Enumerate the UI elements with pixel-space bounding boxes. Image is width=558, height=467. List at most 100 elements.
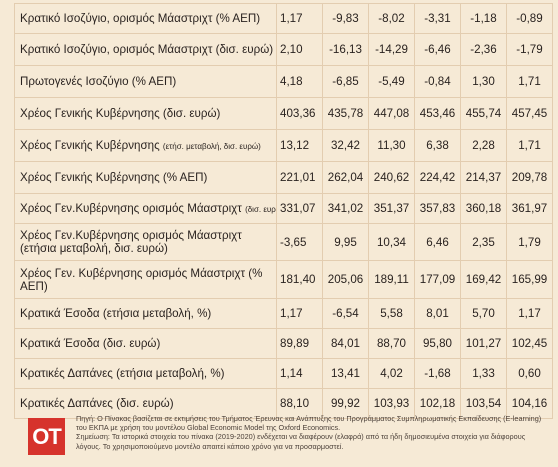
cell-value: 205,06 — [322, 260, 369, 299]
cell-value: 209,78 — [506, 161, 553, 194]
cell-value: 11,30 — [368, 129, 415, 162]
cell-value: 88,10 — [276, 388, 323, 419]
cell-value: 0,60 — [506, 358, 553, 389]
cell-value: 1,17 — [506, 298, 553, 329]
row-label: Κρατικές Δαπάνες (ετήσια μεταβολή, %) — [14, 358, 277, 389]
cell-value: 165,99 — [506, 260, 553, 299]
cell-value: -0,89 — [506, 3, 553, 34]
cell-value: -6,85 — [322, 65, 369, 98]
table-row: Χρέος Γενικής Κυβέρνησης (% ΑΕΠ) 221,01 … — [14, 161, 553, 194]
cell-value: 89,89 — [276, 328, 323, 359]
row-label: Χρέος Γενικής Κυβέρνησης (ετήσ. μεταβολή… — [14, 129, 277, 162]
row-label-unit: (δισ. ευρώ) — [245, 204, 276, 214]
cell-value: 101,27 — [460, 328, 507, 359]
table-row: Κρατικά Έσοδα (ετήσια μεταβολή, %) 1,17 … — [14, 298, 553, 329]
cell-value: -14,29 — [368, 33, 415, 66]
cell-value: -3,65 — [276, 223, 323, 261]
table-row: Χρέος Γεν.Κυβέρνησης ορισμός Μάαστριχτ (… — [14, 193, 553, 224]
cell-value: 403,36 — [276, 97, 323, 130]
cell-value: 4,02 — [368, 358, 415, 389]
cell-value: 169,42 — [460, 260, 507, 299]
row-label-main: Χρέος Γενικής Κυβέρνησης — [20, 138, 163, 152]
cell-value: 240,62 — [368, 161, 415, 194]
cell-value: 455,74 — [460, 97, 507, 130]
row-label: Χρέος Γενικής Κυβέρνησης (δισ. ευρώ) — [14, 97, 277, 130]
row-label: Κρατικό Ισοζύγιο, ορισμός Μάαστριχτ (δισ… — [14, 33, 277, 66]
cell-value: 177,09 — [414, 260, 461, 299]
table-row: Κρατικές Δαπάνες (ετήσια μεταβολή, %) 1,… — [14, 358, 553, 389]
cell-value: -8,02 — [368, 3, 415, 34]
cell-value: 447,08 — [368, 97, 415, 130]
cell-value: 84,01 — [322, 328, 369, 359]
cell-value: 357,83 — [414, 193, 461, 224]
cell-value: 5,70 — [460, 298, 507, 329]
cell-value: 1,33 — [460, 358, 507, 389]
cell-value: 1,17 — [276, 298, 323, 329]
row-label: Χρέος Γεν. Κυβέρνησης ορισμός Μάαστριχτ … — [14, 260, 277, 299]
cell-value: 9,95 — [322, 223, 369, 261]
table-footer: ΟΤ Πηγή: Ο Πίνακας βασίζεται σε εκτιμήσε… — [16, 410, 552, 466]
cell-value: 2,35 — [460, 223, 507, 261]
cell-value: -1,68 — [414, 358, 461, 389]
row-label-unit: (ετήσ. μεταβολή, δισ. ευρώ) — [162, 141, 261, 151]
cell-value: 361,97 — [506, 193, 553, 224]
cell-value: 1,71 — [506, 65, 553, 98]
disclaimer-note: Σημείωση: Τα ιστορικά στοιχεία του πίνακ… — [76, 432, 526, 451]
cell-value: 457,45 — [506, 97, 553, 130]
cell-value: 351,37 — [368, 193, 415, 224]
cell-value: -1,79 — [506, 33, 553, 66]
cell-value: 1,71 — [506, 129, 553, 162]
table-row: Χρέος Γεν.Κυβέρνησης ορισμός Μάαστριχτ (… — [14, 223, 553, 261]
cell-value: 2,10 — [276, 33, 323, 66]
row-label: Κρατικά Έσοδα (ετήσια μεταβολή, %) — [14, 298, 277, 329]
cell-value: 95,80 — [414, 328, 461, 359]
cell-value: 1,14 — [276, 358, 323, 389]
cell-value: 32,42 — [322, 129, 369, 162]
cell-value: 331,07 — [276, 193, 323, 224]
cell-value: 104,16 — [506, 388, 553, 419]
table-row: Χρέος Γενικής Κυβέρνησης (ετήσ. μεταβολή… — [14, 129, 553, 162]
fiscal-table: Κρατικό Ισοζύγιο, ορισμός Μάαστριχτ (% Α… — [14, 3, 553, 419]
row-label: Χρέος Γεν.Κυβέρνησης ορισμός Μάαστριχτ (… — [14, 193, 277, 224]
cell-value: 214,37 — [460, 161, 507, 194]
row-label: Κρατικές Δαπάνες (δισ. ευρώ) — [14, 388, 277, 419]
cell-value: 2,28 — [460, 129, 507, 162]
cell-value: 6,46 — [414, 223, 461, 261]
row-label-main: Χρέος Γεν.Κυβέρνησης ορισμός Μάαστριχτ — [20, 201, 246, 215]
cell-value: -0,84 — [414, 65, 461, 98]
cell-value: 262,04 — [322, 161, 369, 194]
source-note: Πηγή: Ο Πίνακας βασίζεται σε εκτιμήσεις … — [76, 414, 542, 433]
cell-value: 1,79 — [506, 223, 553, 261]
row-label: Χρέος Γεν.Κυβέρνησης ορισμός Μάαστριχτ (… — [14, 223, 277, 261]
cell-value: -6,46 — [414, 33, 461, 66]
cell-value: 8,01 — [414, 298, 461, 329]
row-label: Χρέος Γενικής Κυβέρνησης (% ΑΕΠ) — [14, 161, 277, 194]
cell-value: 1,17 — [276, 3, 323, 34]
table-row: Χρέος Γεν. Κυβέρνησης ορισμός Μάαστριχτ … — [14, 260, 553, 299]
ot-logo: ΟΤ — [28, 418, 65, 455]
cell-value: 181,40 — [276, 260, 323, 299]
cell-value: -6,54 — [322, 298, 369, 329]
footer-notes: Πηγή: Ο Πίνακας βασίζεται σε εκτιμήσεις … — [76, 414, 552, 451]
cell-value: 221,01 — [276, 161, 323, 194]
cell-value: 13,41 — [322, 358, 369, 389]
cell-value: 189,11 — [368, 260, 415, 299]
cell-value: -5,49 — [368, 65, 415, 98]
cell-value: 435,78 — [322, 97, 369, 130]
cell-value: 6,38 — [414, 129, 461, 162]
fiscal-table-wrapper: Κρατικό Ισοζύγιο, ορισμός Μάαστριχτ (% Α… — [14, 3, 553, 419]
cell-value: -9,83 — [322, 3, 369, 34]
cell-value: 453,46 — [414, 97, 461, 130]
table-row: Πρωτογενές Ισοζύγιο (% ΑΕΠ) 4,18 -6,85 -… — [14, 65, 553, 98]
cell-value: 88,70 — [368, 328, 415, 359]
cell-value: 4,18 — [276, 65, 323, 98]
cell-value: 341,02 — [322, 193, 369, 224]
cell-value: 10,34 — [368, 223, 415, 261]
cell-value: 360,18 — [460, 193, 507, 224]
cell-value: 103,93 — [368, 388, 415, 419]
cell-value: 13,12 — [276, 129, 323, 162]
cell-value: -1,18 — [460, 3, 507, 34]
cell-value: 1,30 — [460, 65, 507, 98]
row-label: Κρατικά Έσοδα (δισ. ευρώ) — [14, 328, 277, 359]
